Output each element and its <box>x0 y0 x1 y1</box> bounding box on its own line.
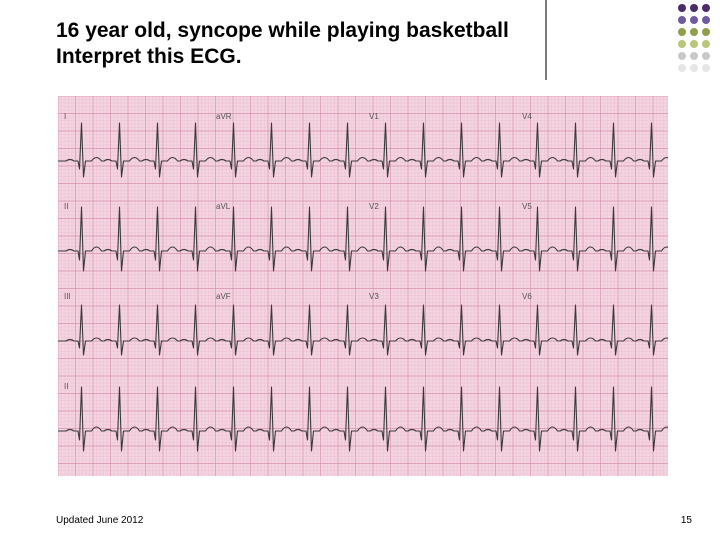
decor-dot <box>702 40 710 48</box>
lead-label: II <box>64 382 68 391</box>
lead-label: II <box>64 202 68 211</box>
slide-title: 16 year old, syncope while playing baske… <box>56 18 526 71</box>
lead-label: aVL <box>216 202 231 211</box>
title-line-2: Interpret this ECG. <box>56 44 526 70</box>
ecg-chart: IaVR V1 V4 II aVL V2 V5 III aVF V3 V6 II <box>58 96 668 476</box>
lead-label: V5 <box>522 202 532 211</box>
decor-dot <box>690 52 698 60</box>
page-number: 15 <box>681 515 692 526</box>
decor-dot <box>690 64 698 72</box>
lead-label: V3 <box>369 292 379 301</box>
decor-dot <box>702 64 710 72</box>
decor-dot <box>702 16 710 24</box>
decor-dot <box>702 4 710 12</box>
decor-dot <box>678 4 686 12</box>
decor-dot <box>690 4 698 12</box>
lead-label: aVF <box>216 292 231 301</box>
decor-dot <box>678 52 686 60</box>
decor-dot-grid <box>678 4 710 72</box>
decor-dot <box>690 16 698 24</box>
ecg-svg: IaVR V1 V4 II aVL V2 V5 III aVF V3 V6 II <box>58 96 668 476</box>
decor-dot <box>702 52 710 60</box>
title-divider <box>545 0 547 80</box>
lead-label: V1 <box>369 112 379 121</box>
lead-label: aVR <box>216 112 232 121</box>
lead-label: III <box>64 292 71 301</box>
decor-dot <box>690 28 698 36</box>
decor-dot <box>690 40 698 48</box>
decor-dot <box>702 28 710 36</box>
title-line-1: 16 year old, syncope while playing baske… <box>56 18 526 44</box>
decor-dot <box>678 64 686 72</box>
lead-label: V4 <box>522 112 532 121</box>
decor-dot <box>678 16 686 24</box>
decor-dot <box>678 28 686 36</box>
lead-label: V6 <box>522 292 532 301</box>
lead-label: I <box>64 112 66 121</box>
footer-updated: Updated June 2012 <box>56 515 143 526</box>
lead-label: V2 <box>369 202 379 211</box>
decor-dot <box>678 40 686 48</box>
